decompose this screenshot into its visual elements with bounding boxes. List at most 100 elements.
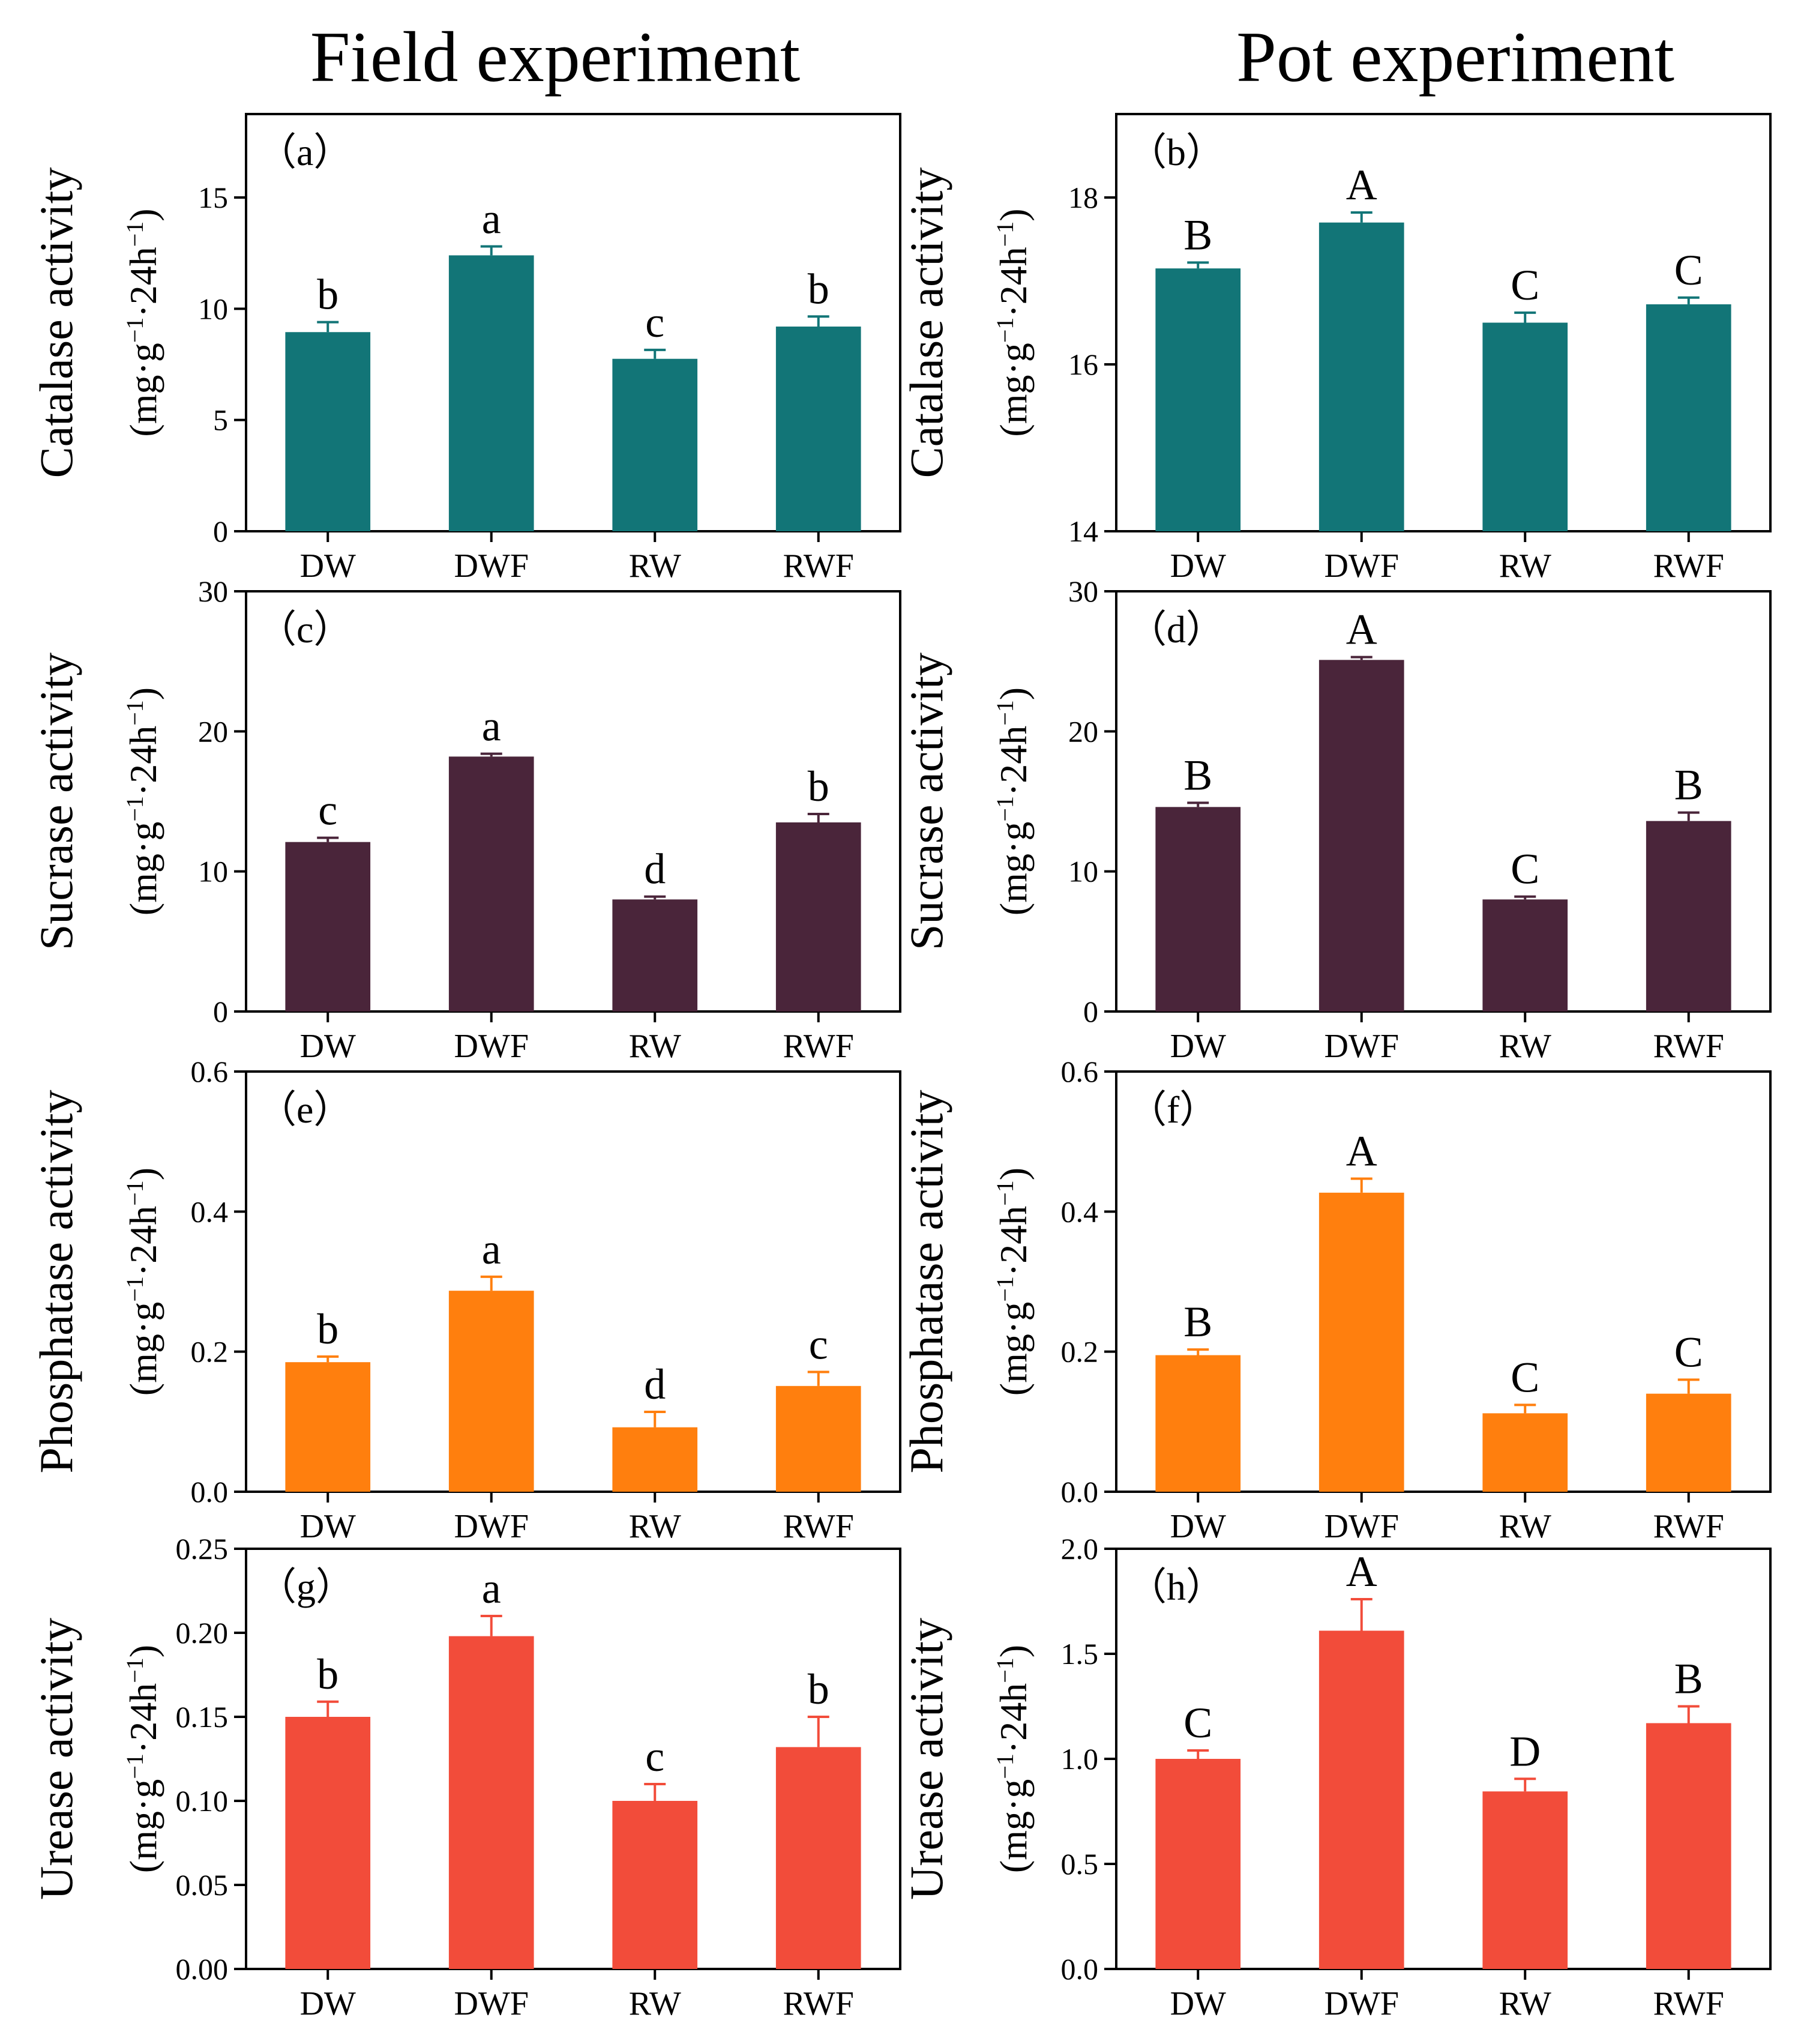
x-tick-label: DW (1170, 547, 1226, 585)
unit-text: ) (992, 1168, 1035, 1180)
significance-label: b (808, 762, 829, 810)
significance-label: b (317, 271, 338, 319)
unit-superscript: −1 (991, 318, 1018, 343)
significance-label: C (1674, 1328, 1703, 1376)
y-axis-title: Sucrase activity (30, 653, 82, 950)
y-axis-unit: (mg·g−1·24h−1) (121, 1168, 165, 1396)
unit-superscript: −1 (121, 796, 148, 822)
plot-frame-g (245, 1548, 901, 1970)
x-tick-label: DWF (1324, 1028, 1399, 1065)
x-tick-label: RWF (783, 1028, 854, 1065)
y-axis-unit: (mg·g−1·24h−1) (121, 208, 165, 436)
bar-rwf (775, 1747, 861, 1969)
y-tick-label: 0.20 (176, 1616, 229, 1650)
x-tick-label: DWF (1324, 1985, 1399, 2022)
panel-label: （a） (258, 131, 352, 173)
x-tick-label: RW (629, 1985, 681, 2022)
y-tick-label: 0.0 (191, 1475, 229, 1509)
y-tick-label: 0.6 (191, 1055, 229, 1088)
unit-text: ·24h (992, 1206, 1035, 1276)
unit-text: ·24h (992, 247, 1035, 317)
x-tick-label: DW (1170, 1985, 1226, 2022)
unit-text: (mg·g (122, 343, 164, 436)
unit-text: (mg·g (122, 1779, 164, 1873)
panel-label: （h） (1128, 1566, 1224, 1608)
bar-rw (1482, 1791, 1568, 1969)
significance-label: B (1183, 1298, 1212, 1346)
x-tick-label: DW (1170, 1508, 1226, 1545)
y-tick-label: 0.05 (176, 1868, 229, 1902)
unit-text: ·24h (122, 1206, 164, 1276)
significance-label: C (1183, 1699, 1212, 1747)
significance-label: a (482, 1564, 501, 1612)
bar-rw (1482, 899, 1568, 1011)
plot-frame-e (245, 1070, 901, 1493)
bar-rwf (1646, 821, 1731, 1011)
panel-label: （d） (1128, 608, 1224, 651)
y-axis-unit: (mg·g−1·24h−1) (991, 208, 1035, 436)
bar-dw (285, 1362, 371, 1492)
unit-superscript: −1 (121, 1180, 148, 1206)
significance-label: B (1183, 211, 1212, 259)
unit-superscript: −1 (991, 222, 1018, 247)
y-axis-title: Catalase activity (900, 167, 952, 478)
y-tick-label: 0.00 (176, 1952, 229, 1986)
y-tick-label: 5 (213, 403, 228, 437)
bar-rw (1482, 1413, 1568, 1492)
significance-label: C (1511, 845, 1539, 893)
significance-label: A (1346, 1127, 1377, 1175)
x-tick-label: RWF (783, 547, 854, 585)
significance-label: b (808, 265, 829, 313)
x-tick-label: RWF (1653, 1508, 1724, 1545)
chart-panel-h: 0.0 0.5 1.0 1.5 2.0 C DW A DWF D RW B RWF （h） Urease a… (900, 1532, 1772, 2022)
unit-text: ) (992, 208, 1035, 221)
plot-frame-f (1115, 1070, 1772, 1493)
unit-superscript: −1 (991, 1276, 1018, 1302)
y-axis-title: Sucrase activity (900, 653, 952, 950)
y-axis-title: Phosphatase activity (30, 1090, 82, 1473)
x-tick-label: RWF (783, 1985, 854, 2022)
significance-label: c (318, 786, 337, 834)
bar-dwf (448, 1636, 534, 1969)
bar-rwf (775, 326, 861, 531)
plot-frame-d (1115, 590, 1772, 1013)
panel-label: （e） (258, 1088, 352, 1131)
x-tick-label: DWF (454, 547, 529, 585)
bar-dw (285, 1717, 371, 1969)
significance-label: c (809, 1321, 828, 1369)
unit-text: ·24h (992, 1683, 1035, 1753)
chart-panel-a: 0 5 10 15 b DW a DWF c RW b RWF （a） Catalase activity… (30, 113, 901, 585)
unit-superscript: −1 (991, 700, 1018, 726)
x-tick-label: DWF (1324, 547, 1399, 585)
y-axis-title: Urease activity (30, 1618, 82, 1900)
y-axis-unit: (mg·g−1·24h−1) (991, 687, 1035, 915)
significance-label: d (644, 845, 666, 893)
x-tick-label: RWF (783, 1508, 854, 1545)
y-tick-label: 10 (1068, 855, 1098, 888)
x-tick-label: RWF (1653, 547, 1724, 585)
y-tick-label: 10 (198, 855, 228, 888)
significance-label: C (1674, 246, 1703, 294)
unit-superscript: −1 (121, 1657, 148, 1683)
unit-text: ) (122, 1645, 164, 1657)
y-tick-label: 0.15 (176, 1700, 229, 1734)
unit-text: (mg·g (992, 822, 1035, 915)
unit-text: ·24h (122, 726, 164, 796)
y-tick-label: 30 (1068, 574, 1098, 608)
y-tick-label: 1.0 (1061, 1742, 1099, 1776)
bar-rw (612, 358, 698, 531)
y-tick-label: 0.2 (1061, 1335, 1099, 1369)
significance-label: B (1674, 1655, 1703, 1703)
panel-label: （g） (258, 1566, 354, 1608)
unit-superscript: −1 (991, 1180, 1018, 1206)
x-tick-label: DWF (454, 1028, 529, 1065)
significance-label: A (1346, 1548, 1377, 1596)
bar-dw (1155, 268, 1241, 531)
y-tick-label: 0.25 (176, 1532, 229, 1566)
y-axis-unit: (mg·g−1·24h−1) (991, 1168, 1035, 1396)
title-pot-experiment: Pot experiment (1236, 17, 1674, 97)
x-tick-label: RWF (1653, 1028, 1724, 1065)
unit-text: ) (992, 1645, 1035, 1657)
x-tick-label: RW (1499, 1028, 1551, 1065)
x-tick-label: DW (300, 1028, 356, 1065)
